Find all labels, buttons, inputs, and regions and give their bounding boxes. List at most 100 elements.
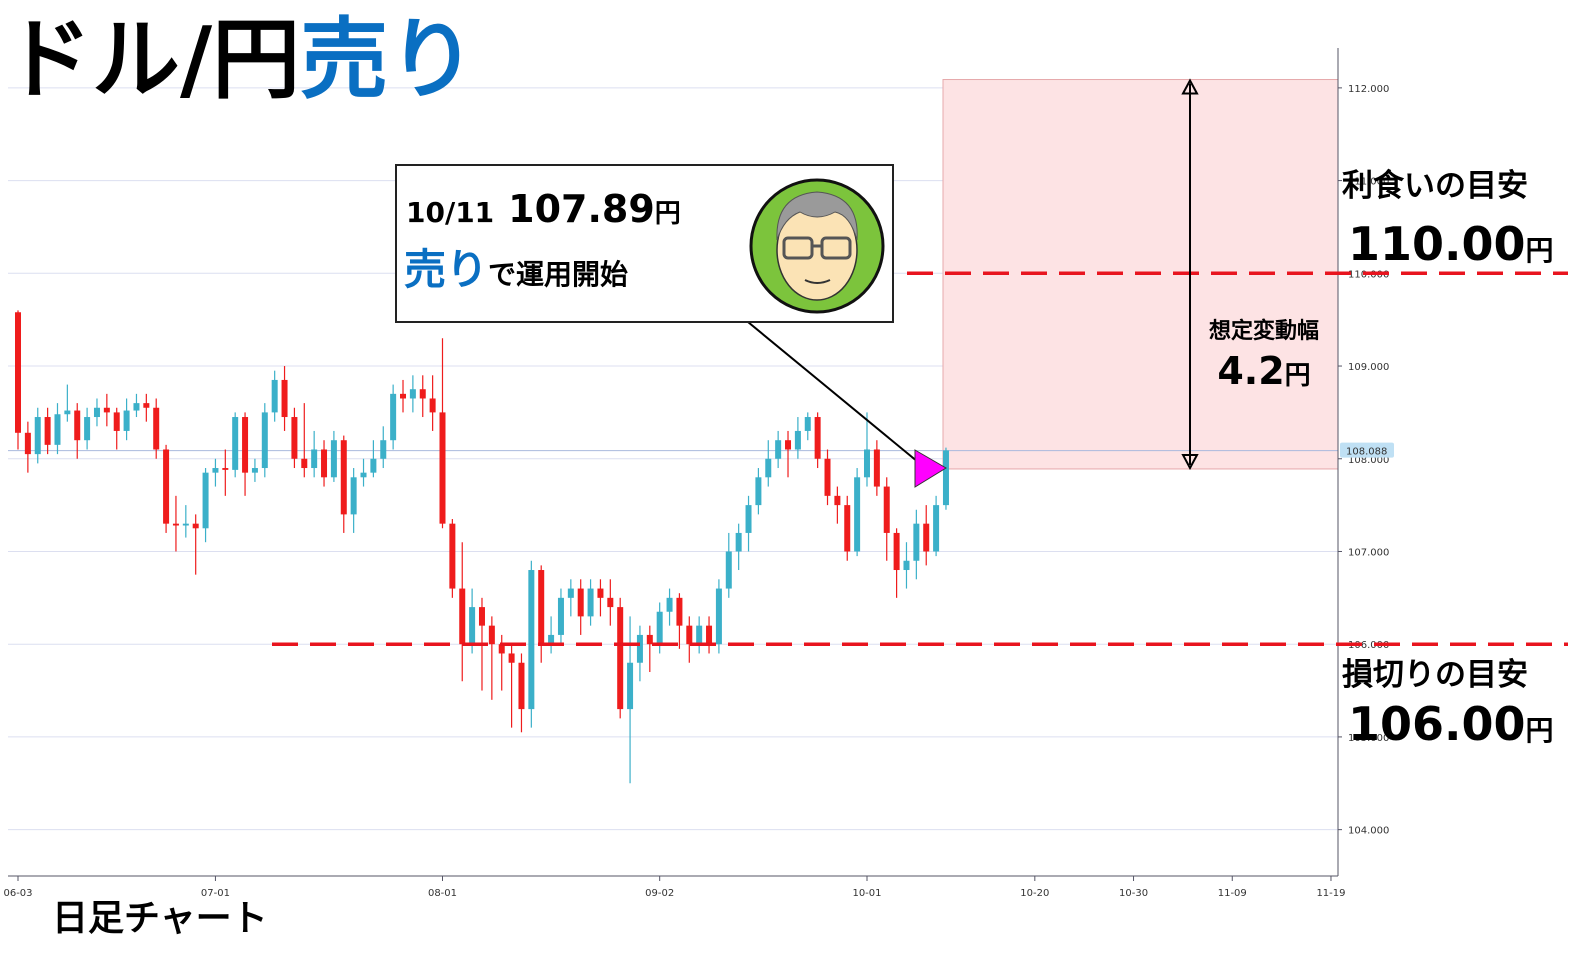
candle-body bbox=[251, 468, 258, 473]
candle-body bbox=[863, 449, 870, 478]
candle-body bbox=[321, 449, 328, 478]
candle-body bbox=[686, 625, 693, 645]
candle-body bbox=[44, 417, 51, 445]
candle-body bbox=[429, 398, 436, 413]
candle-body bbox=[419, 389, 426, 399]
band-width: 4.2円 bbox=[1217, 349, 1310, 393]
entry-marker bbox=[914, 449, 947, 488]
candle-body bbox=[518, 662, 525, 710]
candle-body bbox=[163, 449, 170, 524]
candle-body bbox=[380, 440, 387, 459]
x-tick-label: 11-19 bbox=[1316, 888, 1345, 899]
candle-body bbox=[469, 607, 476, 645]
candle-body bbox=[15, 312, 21, 433]
candle-body bbox=[202, 472, 209, 529]
target-name: 損切りの目安 bbox=[1342, 657, 1528, 693]
candle-body bbox=[508, 653, 515, 663]
entry-price: 107.89 bbox=[508, 187, 655, 231]
candle-body bbox=[923, 523, 930, 552]
candle-body bbox=[113, 412, 120, 431]
candle-body bbox=[883, 486, 890, 533]
candle-body bbox=[567, 588, 574, 598]
y-tick-label: 107.000 bbox=[1348, 547, 1389, 558]
candle-body bbox=[350, 477, 357, 515]
y-tick-label: 112.000 bbox=[1348, 84, 1389, 95]
candle-body bbox=[557, 597, 564, 635]
candles bbox=[15, 310, 949, 784]
target-unit: 円 bbox=[1526, 714, 1554, 747]
entry-side: 売り bbox=[404, 245, 488, 294]
candle-body bbox=[34, 417, 41, 455]
candle-body bbox=[400, 393, 407, 399]
target-value: 106.00円 bbox=[1348, 697, 1554, 751]
title-main: ドル/ bbox=[4, 8, 213, 111]
candle-body bbox=[340, 440, 347, 515]
grid bbox=[8, 87, 1338, 831]
candle-body bbox=[893, 532, 900, 571]
candle-body bbox=[498, 644, 505, 654]
candle-body bbox=[646, 634, 653, 645]
candle-body bbox=[528, 570, 535, 710]
band-title: 想定変動幅 bbox=[1209, 318, 1319, 344]
candle-body bbox=[735, 532, 742, 552]
candle-body bbox=[390, 393, 397, 441]
candle-body bbox=[143, 403, 150, 408]
band-arrow-head bbox=[1181, 78, 1199, 95]
candle-body bbox=[24, 432, 31, 455]
candle-body bbox=[360, 472, 367, 478]
candle-body bbox=[873, 449, 880, 487]
y-tick-label: 109.000 bbox=[1348, 362, 1389, 373]
avatar bbox=[749, 178, 885, 314]
band-width-value: 4.2 bbox=[1217, 349, 1284, 393]
candle-body bbox=[439, 412, 446, 524]
x-tick-label: 08-01 bbox=[428, 888, 457, 899]
candle-body bbox=[172, 523, 179, 526]
target-number: 106.00 bbox=[1348, 697, 1526, 751]
avatar-hair bbox=[776, 191, 858, 241]
candle-body bbox=[785, 440, 792, 450]
candle-body bbox=[636, 634, 643, 663]
x-tick-label: 11-09 bbox=[1218, 888, 1247, 899]
target-number: 110.00 bbox=[1348, 217, 1526, 271]
candle-body bbox=[775, 440, 782, 459]
y-tick-label: 108.000 bbox=[1348, 455, 1389, 466]
avatar-glass-l bbox=[782, 236, 814, 260]
candle-body bbox=[933, 505, 940, 552]
candle-body bbox=[706, 625, 713, 645]
candle-body bbox=[261, 412, 268, 469]
candle-body bbox=[212, 468, 219, 473]
avatar-glass-r bbox=[820, 236, 852, 260]
last-price-tag bbox=[1340, 442, 1394, 458]
candle-body bbox=[824, 458, 831, 496]
entry-line: 10/11 107.89円 bbox=[406, 187, 681, 231]
y-tick-label: 106.000 bbox=[1348, 640, 1389, 651]
candle-body bbox=[804, 417, 811, 431]
candle-body bbox=[153, 407, 160, 450]
candle-body bbox=[903, 560, 910, 571]
band-arrow-head bbox=[1181, 453, 1199, 471]
candle-body bbox=[548, 634, 555, 645]
x-tick-label: 09-02 bbox=[645, 888, 674, 899]
candle-body bbox=[133, 403, 140, 411]
x-tick-label: 07-01 bbox=[201, 888, 230, 899]
x-tick-label: 10-30 bbox=[1119, 888, 1148, 899]
candle-body bbox=[488, 625, 495, 645]
candle-body bbox=[291, 417, 298, 459]
candle-body bbox=[330, 440, 337, 478]
y-tick-label: 111.000 bbox=[1348, 177, 1389, 188]
candle-body bbox=[281, 379, 288, 418]
candle-body bbox=[459, 588, 466, 645]
candle-body bbox=[794, 430, 801, 450]
target-unit: 円 bbox=[1526, 234, 1554, 267]
candle-body bbox=[54, 414, 61, 445]
candle-body bbox=[627, 662, 634, 710]
candle-body bbox=[587, 588, 594, 617]
candle-body bbox=[597, 588, 604, 598]
candle-body bbox=[814, 417, 821, 459]
title-yen: 円 bbox=[212, 8, 300, 111]
candle-body bbox=[715, 588, 722, 645]
callout-pointer bbox=[747, 321, 919, 463]
x-tick-label: 10-20 bbox=[1020, 888, 1049, 899]
